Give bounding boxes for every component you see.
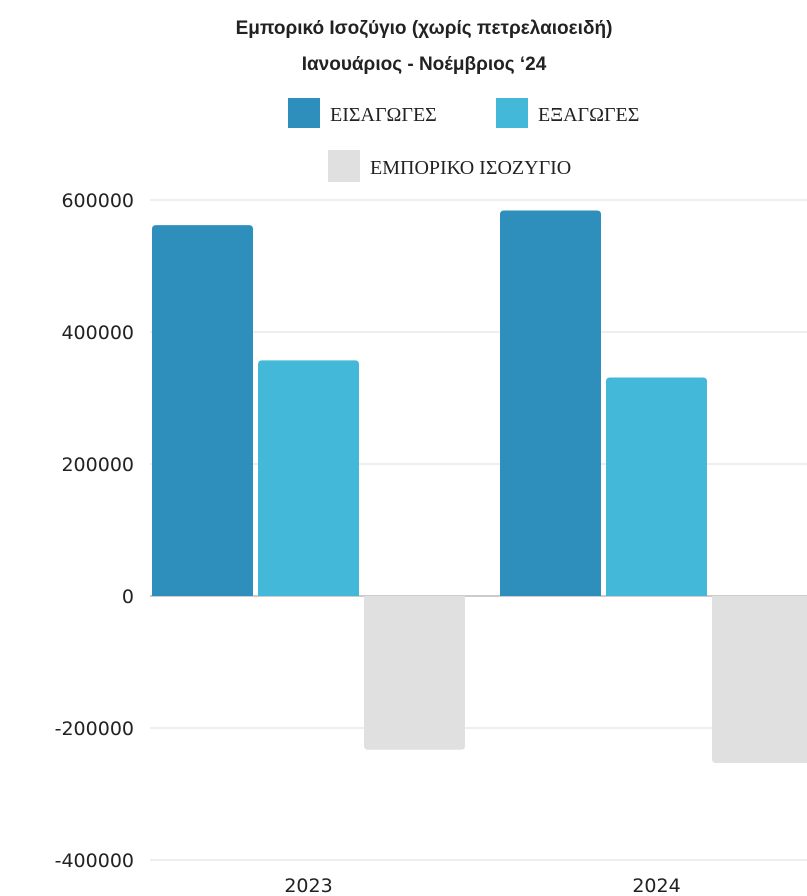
bar-2024-series-1 [606, 377, 707, 596]
legend-label-balance: ΕΜΠΟΡΙΚΟ ΙΣΟΖΥΓΙΟ [370, 157, 571, 179]
y-axis-ticks: 600000 400000 200000 0 -200000 -400000 [55, 190, 134, 872]
x-axis-labels: 2023 2024 [284, 875, 680, 896]
legend: ΕΙΣΑΓΩΓΕΣ ΕΞΑΓΩΓΕΣ ΕΜΠΟΡΙΚΟ ΙΣΟΖΥΓΙΟ [288, 98, 639, 182]
x-tick-label: 2024 [632, 875, 680, 896]
bar-2024-series-2 [712, 596, 807, 763]
bar-2024-series-0 [500, 210, 601, 596]
bars [152, 210, 807, 763]
y-tick-label: 200000 [61, 454, 134, 476]
x-tick-label: 2023 [284, 875, 332, 896]
y-tick-label: -200000 [55, 718, 134, 740]
y-tick-label: 0 [122, 586, 134, 608]
bar-2023-series-0 [152, 225, 253, 596]
legend-swatch-exports [496, 98, 528, 128]
chart-subtitle: Ιανουάριος - Νοέμβριος ‘24 [302, 54, 547, 75]
bar-2023-series-1 [258, 360, 359, 596]
bar-2023-series-2 [364, 596, 465, 750]
y-tick-label: -400000 [55, 850, 134, 872]
legend-label-imports: ΕΙΣΑΓΩΓΕΣ [330, 104, 437, 126]
legend-swatch-imports [288, 98, 320, 128]
legend-swatch-balance [328, 150, 360, 182]
chart-title: Εμπορικό Ισοζύγιο (χωρίς πετρελαιοειδή) [236, 18, 613, 39]
legend-label-exports: ΕΞΑΓΩΓΕΣ [538, 104, 639, 126]
y-tick-label: 400000 [61, 322, 134, 344]
y-tick-label: 600000 [61, 190, 134, 212]
